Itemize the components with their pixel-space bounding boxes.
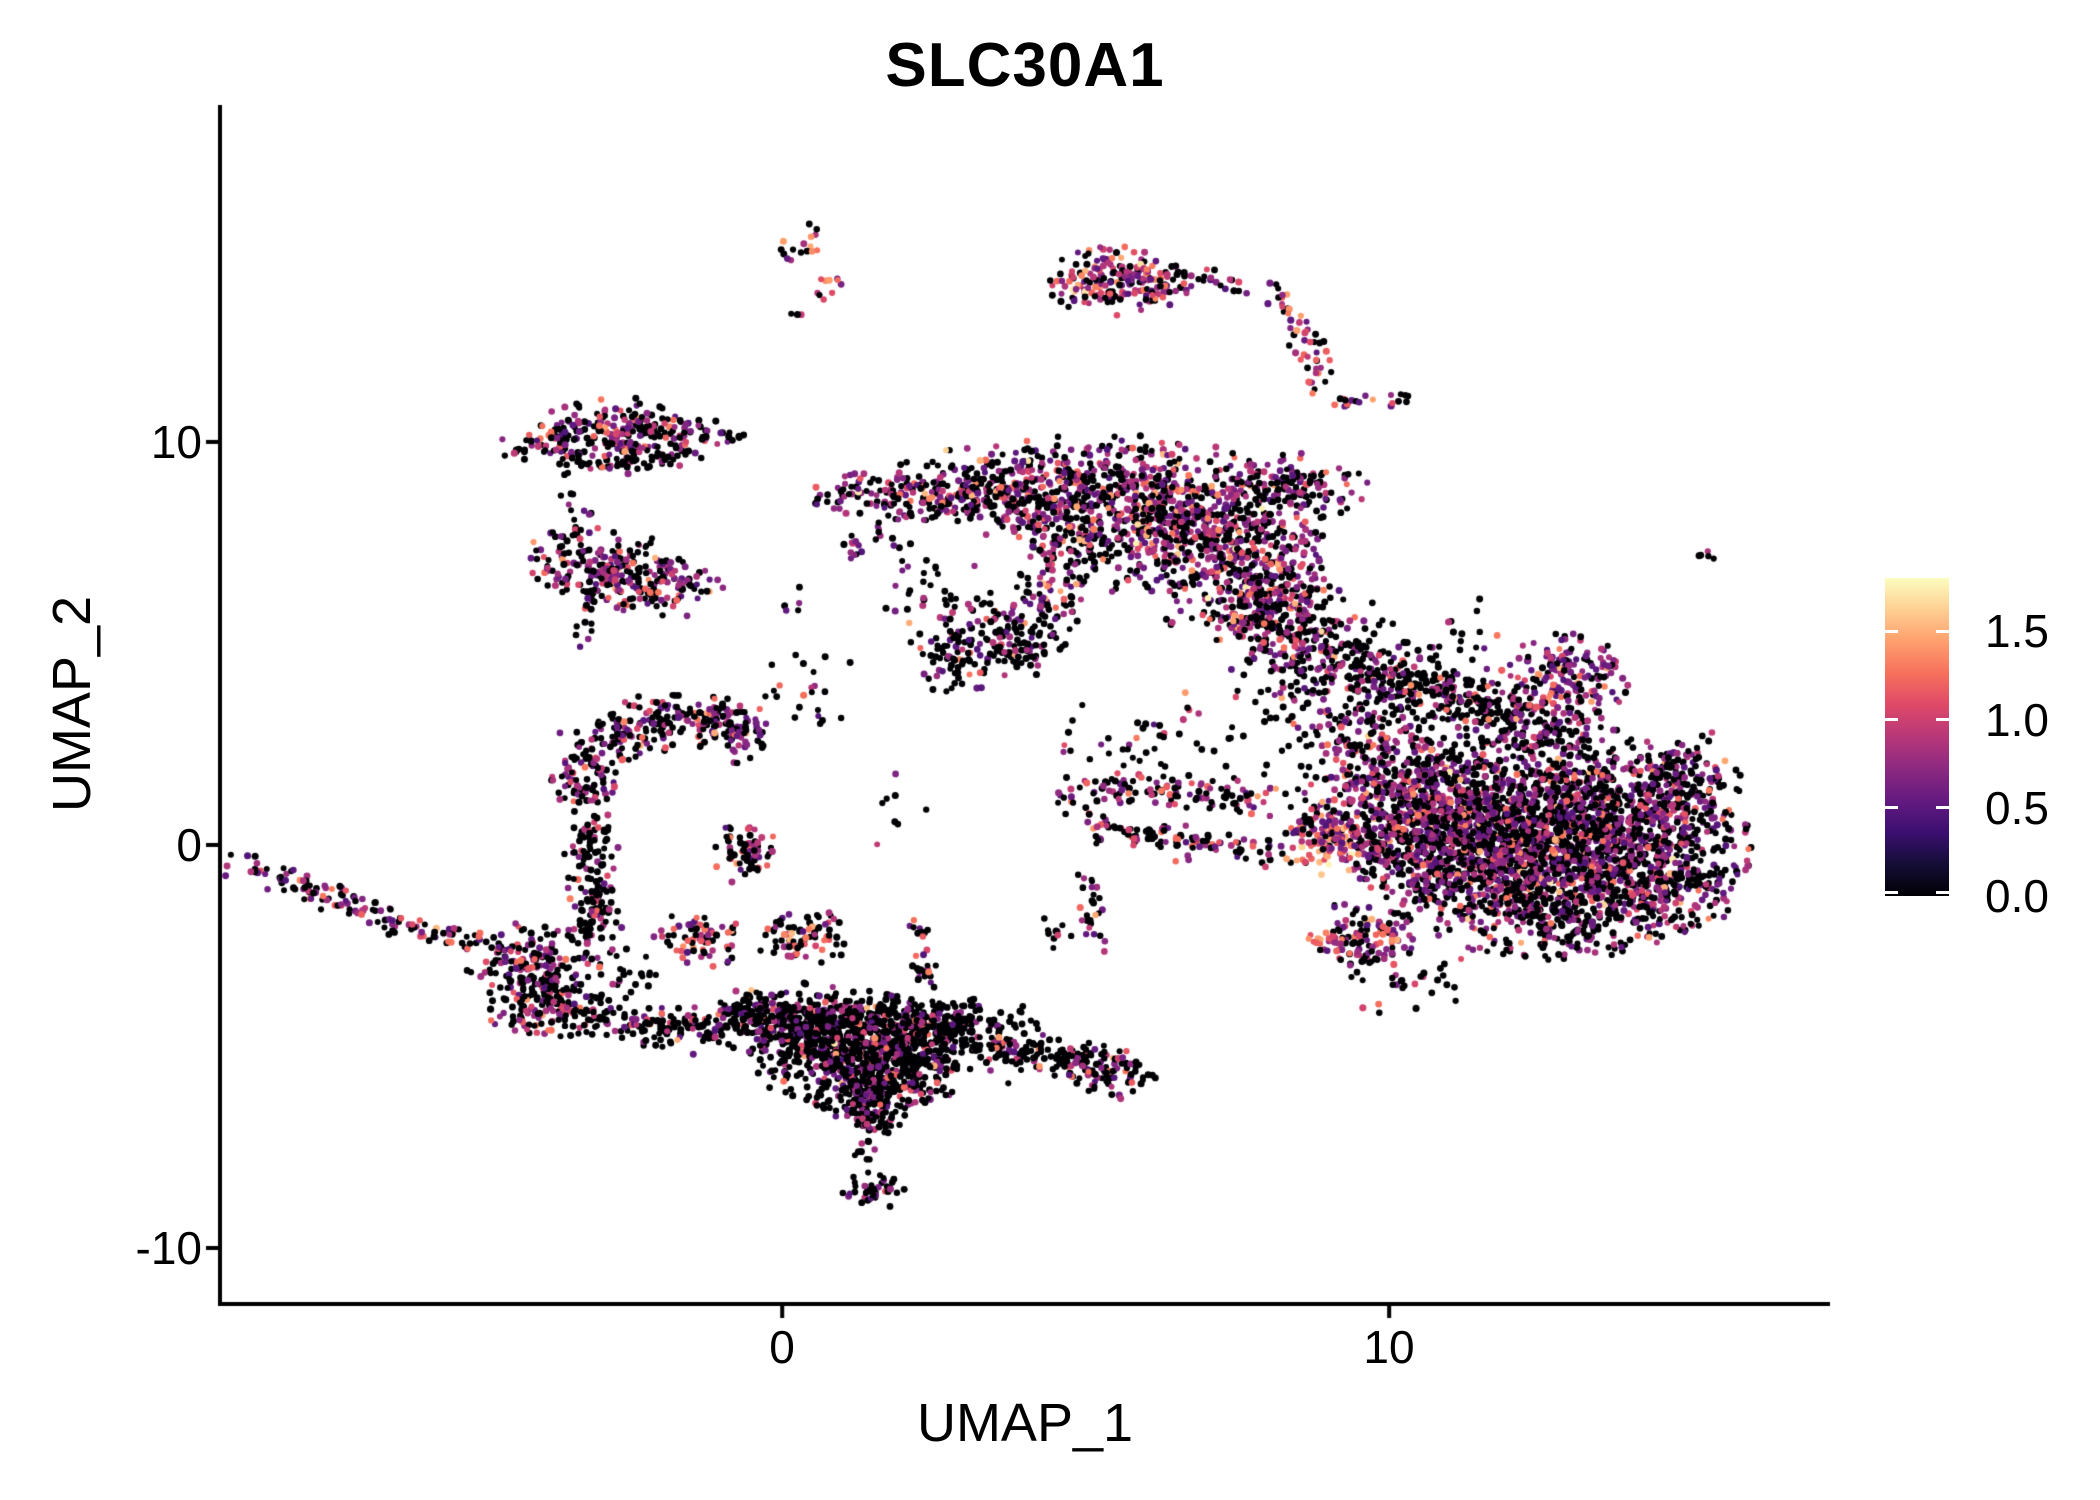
y-tick-label-neg10: -10 [135,1222,202,1274]
plot-title: SLC30A1 [885,31,1165,100]
colorbar-tick-notch [1885,717,1898,721]
x-tick-label-10: 10 [1363,1321,1415,1373]
colorbar-gradient [1885,578,1949,896]
colorbar-tick-notch [1936,629,1949,633]
colorbar-tick-notch [1885,629,1898,633]
y-tick-label-10: 10 [150,416,202,468]
legend-tick-label-0-5: 0.5 [1985,782,2049,834]
y-tick-label-0: 0 [176,819,202,871]
colorbar-tick-notch [1885,806,1898,810]
legend-tick-label-1-0: 1.0 [1985,694,2049,746]
colorbar-tick-notch [1936,717,1949,721]
x-axis-title: UMAP_1 [916,1393,1134,1453]
colorbar-tick-notch [1885,891,1898,894]
colorbar-tick-notch [1936,891,1949,894]
x-tick-label-0: 0 [769,1321,795,1373]
colorbar-tick-notch [1936,806,1949,810]
y-axis-title: UMAP_2 [42,595,102,813]
legend-tick-label-0-0: 0.0 [1985,870,2049,922]
legend-tick-label-1-5: 1.5 [1985,605,2049,657]
